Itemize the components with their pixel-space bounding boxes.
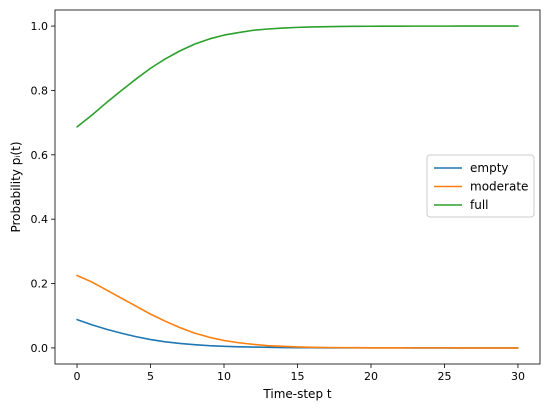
- x-axis-label: Time-step t: [262, 387, 331, 401]
- x-tick-label: 0: [74, 370, 81, 383]
- y-axis-label: Probability pᵢ(t): [9, 141, 23, 232]
- legend-frame: [426, 154, 535, 218]
- x-tick-label: 30: [511, 370, 525, 383]
- y-axis: 0.0 0.2 0.4 0.6 0.8 1.0: [31, 20, 55, 355]
- y-tick-label: 0.8: [31, 84, 49, 97]
- x-tick-label: 15: [291, 370, 305, 383]
- y-tick-label: 0.4: [31, 213, 49, 226]
- x-tick-label: 5: [147, 370, 154, 383]
- y-tick-label: 1.0: [31, 20, 49, 33]
- legend: empty moderate full: [426, 154, 535, 218]
- legend-label-full: full: [470, 198, 489, 212]
- x-tick-label: 25: [437, 370, 451, 383]
- legend-label-empty: empty: [470, 161, 509, 175]
- y-tick-label: 0.0: [31, 342, 49, 355]
- x-tick-label: 20: [364, 370, 378, 383]
- x-axis: 0 5 10 15 20 25 30: [74, 364, 525, 383]
- series-line-full: [76, 25, 519, 128]
- x-tick-label: 10: [217, 370, 231, 383]
- series-line-moderate: [76, 274, 519, 349]
- y-tick-label: 0.6: [31, 149, 49, 162]
- series-layer: [76, 25, 519, 349]
- legend-label-moderate: moderate: [470, 180, 528, 194]
- y-tick-label: 0.2: [31, 278, 49, 291]
